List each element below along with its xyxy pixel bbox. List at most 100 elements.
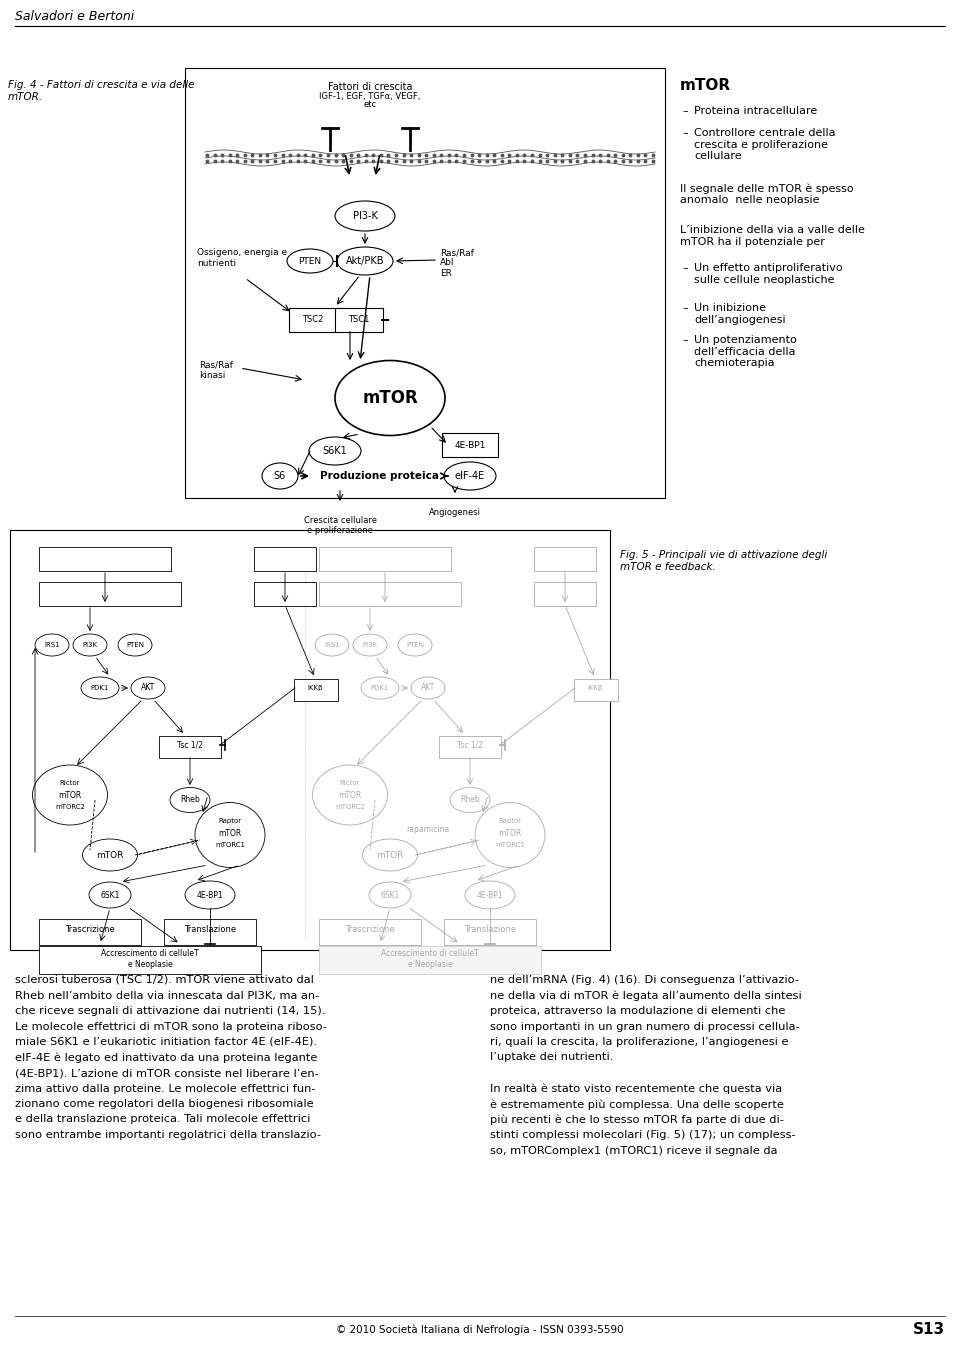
Text: Crescita cellulare
e proliferazione: Crescita cellulare e proliferazione <box>303 516 376 536</box>
FancyBboxPatch shape <box>319 919 421 945</box>
Ellipse shape <box>450 787 490 813</box>
Text: –: – <box>682 128 687 139</box>
FancyBboxPatch shape <box>534 581 596 606</box>
Text: 4E-BP1: 4E-BP1 <box>477 891 503 899</box>
Text: ne della via di mTOR è legata all’aumento della sintesi: ne della via di mTOR è legata all’aument… <box>490 991 802 1001</box>
Ellipse shape <box>465 882 515 909</box>
Ellipse shape <box>287 249 333 273</box>
FancyBboxPatch shape <box>254 546 316 571</box>
Text: l’uptake dei nutrienti.: l’uptake dei nutrienti. <box>490 1053 613 1062</box>
Text: mTORC2: mTORC2 <box>335 804 365 810</box>
Text: Tsc 1/2: Tsc 1/2 <box>177 740 203 750</box>
Text: IKKβ: IKKβ <box>588 685 603 690</box>
Text: Ossigeno, energia e
nutrienti: Ossigeno, energia e nutrienti <box>197 248 287 268</box>
Text: Fig. 4 - Fattori di crescita e via delle
mTOR.: Fig. 4 - Fattori di crescita e via delle… <box>8 79 195 101</box>
Text: Trascrizione: Trascrizione <box>65 926 115 934</box>
Text: IRS1: IRS1 <box>324 642 340 647</box>
FancyBboxPatch shape <box>39 546 171 571</box>
Text: PTEN: PTEN <box>299 257 322 265</box>
Ellipse shape <box>33 765 108 825</box>
Text: Flogosi: Flogosi <box>551 588 579 598</box>
Text: Un effetto antiproliferativo
sulle cellule neoplastiche: Un effetto antiproliferativo sulle cellu… <box>694 262 843 284</box>
Text: IGF-1, EGF, TGFα, VEGF,: IGF-1, EGF, TGFα, VEGF, <box>320 92 420 101</box>
Text: mTOR: mTOR <box>218 829 242 837</box>
Text: In realtà è stato visto recentemente che questa via: In realtà è stato visto recentemente che… <box>490 1084 782 1094</box>
Ellipse shape <box>118 634 152 656</box>
FancyBboxPatch shape <box>442 433 498 458</box>
FancyBboxPatch shape <box>319 946 541 975</box>
Ellipse shape <box>89 882 131 909</box>
Text: sono entrambe importanti regolatrici della translazio-: sono entrambe importanti regolatrici del… <box>15 1131 321 1140</box>
Ellipse shape <box>335 361 445 436</box>
FancyBboxPatch shape <box>39 946 261 975</box>
Text: IRS1: IRS1 <box>44 642 60 647</box>
Text: AKT: AKT <box>141 684 156 692</box>
Text: Rictor: Rictor <box>340 779 360 786</box>
Text: PTEN: PTEN <box>406 642 424 647</box>
Ellipse shape <box>73 634 107 656</box>
Text: etc: etc <box>364 100 376 109</box>
Ellipse shape <box>309 437 361 464</box>
Text: mTOR: mTOR <box>96 851 124 860</box>
FancyBboxPatch shape <box>444 919 536 945</box>
FancyBboxPatch shape <box>289 308 337 332</box>
Text: sclerosi tuberosa (TSC 1/2). mTOR viene attivato dal: sclerosi tuberosa (TSC 1/2). mTOR viene … <box>15 975 314 985</box>
FancyBboxPatch shape <box>164 919 256 945</box>
Text: mTOR: mTOR <box>498 829 521 837</box>
Text: ne dell’mRNA (Fig. 4) (16). Di conseguenza l’attivazio-: ne dell’mRNA (Fig. 4) (16). Di conseguen… <box>490 975 799 985</box>
Text: Raptor: Raptor <box>219 818 242 824</box>
Ellipse shape <box>185 882 235 909</box>
Ellipse shape <box>411 677 445 699</box>
FancyBboxPatch shape <box>319 581 461 606</box>
Text: Un inibizione
dell’angiogenesi: Un inibizione dell’angiogenesi <box>694 303 785 324</box>
FancyBboxPatch shape <box>39 919 141 945</box>
Text: Rheb: Rheb <box>460 795 480 805</box>
Text: PTEN: PTEN <box>126 642 144 647</box>
Text: che riceve segnali di attivazione dai nutrienti (14, 15).: che riceve segnali di attivazione dai nu… <box>15 1005 325 1016</box>
Text: mTORC1: mTORC1 <box>495 843 525 848</box>
Text: Fattori di crescita: Fattori di crescita <box>72 553 138 563</box>
Text: PDK1: PDK1 <box>91 685 109 690</box>
Text: Segnali di proliferazione: Segnali di proliferazione <box>344 588 437 598</box>
Text: PI3K: PI3K <box>363 642 377 647</box>
Bar <box>185 69 665 498</box>
Ellipse shape <box>315 634 349 656</box>
Text: –: – <box>682 303 687 314</box>
Text: Rictor: Rictor <box>60 779 81 786</box>
Ellipse shape <box>170 787 210 813</box>
FancyBboxPatch shape <box>574 678 618 701</box>
Text: proteica, attraverso la modulazione di elementi che: proteica, attraverso la modulazione di e… <box>490 1005 785 1016</box>
Ellipse shape <box>369 882 411 909</box>
Text: Fattori di crescita: Fattori di crescita <box>351 553 419 563</box>
Text: eIF-4E: eIF-4E <box>455 471 485 481</box>
Text: Raptor: Raptor <box>498 818 521 824</box>
Text: –: – <box>682 262 687 273</box>
Text: mTOR: mTOR <box>59 790 82 800</box>
FancyBboxPatch shape <box>294 678 338 701</box>
Text: zionano come regolatori della biogenesi ribosomiale: zionano come regolatori della biogenesi … <box>15 1098 314 1109</box>
Text: 4E-BP1: 4E-BP1 <box>454 440 486 450</box>
Text: PI3-K: PI3-K <box>352 211 377 221</box>
Ellipse shape <box>195 802 265 868</box>
Text: Tsc 1/2: Tsc 1/2 <box>457 740 483 750</box>
Text: Fig. 5 - Principali vie di attivazione degli
mTOR e feedback.: Fig. 5 - Principali vie di attivazione d… <box>620 551 828 572</box>
Text: mTOR: mTOR <box>680 78 732 93</box>
FancyBboxPatch shape <box>335 308 383 332</box>
Text: Segnali di proliferazione: Segnali di proliferazione <box>63 588 156 598</box>
Text: miale S6K1 e l’eukariotic initiation factor 4E (eIF-4E).: miale S6K1 e l’eukariotic initiation fac… <box>15 1036 317 1047</box>
Text: Accrescimento di celluleT
e Neoplasie: Accrescimento di celluleT e Neoplasie <box>101 949 199 969</box>
Text: 6SK1: 6SK1 <box>100 891 120 899</box>
Text: Controllore centrale della
crescita e proliferazione
cellulare: Controllore centrale della crescita e pr… <box>694 128 835 162</box>
Text: S6: S6 <box>274 471 286 481</box>
Text: TNFα: TNFα <box>276 553 295 563</box>
Text: stinti complessi molecolari (Fig. 5) (17); un compless-: stinti complessi molecolari (Fig. 5) (17… <box>490 1131 796 1140</box>
Ellipse shape <box>131 677 165 699</box>
FancyBboxPatch shape <box>534 546 596 571</box>
Text: mTOR: mTOR <box>338 790 362 800</box>
Text: rapamicina: rapamicina <box>406 825 449 835</box>
Ellipse shape <box>35 634 69 656</box>
Text: Angiogenesi: Angiogenesi <box>429 507 481 517</box>
Ellipse shape <box>262 463 298 489</box>
Ellipse shape <box>363 839 418 871</box>
FancyBboxPatch shape <box>159 736 221 758</box>
